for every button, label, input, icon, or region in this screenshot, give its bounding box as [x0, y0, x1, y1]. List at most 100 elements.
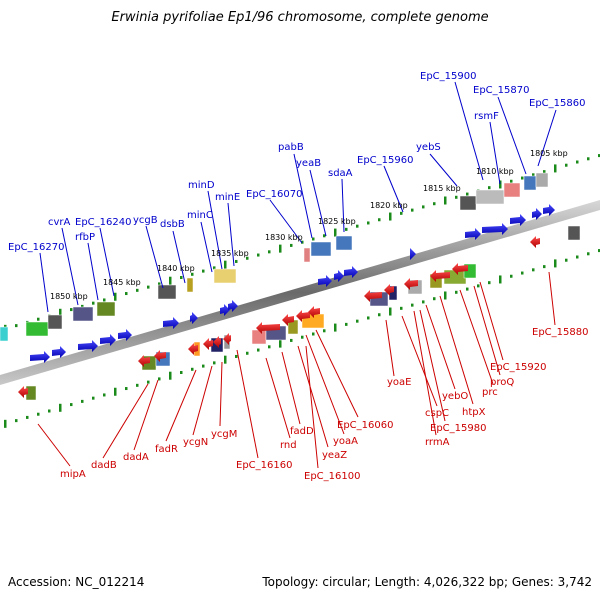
gene-label-prc: prc — [482, 387, 498, 398]
tick-mark — [301, 335, 304, 339]
reverse-arrow-icon — [282, 314, 294, 326]
accession-text: Accession: NC_012214 — [8, 575, 145, 589]
reverse-arrow-icon — [223, 333, 231, 345]
tick-mark — [202, 364, 205, 368]
leader-line — [385, 319, 395, 377]
tick-mark — [521, 271, 524, 275]
tick-mark — [565, 163, 568, 167]
forward-arrow-icon — [410, 248, 416, 260]
leader-line — [459, 289, 494, 385]
leader-line — [192, 365, 213, 436]
leader-line — [61, 227, 79, 306]
forward-arrow-icon — [190, 312, 198, 324]
gene-label-ycgN: ycgN — [183, 437, 208, 448]
tick-mark — [587, 157, 590, 161]
gene-label-EpC_15980: EpC_15980 — [430, 423, 486, 434]
tick-mark — [367, 316, 370, 320]
gene-label-EpC_16070: EpC_16070 — [246, 189, 302, 200]
tick-mark — [378, 313, 381, 317]
tick-mark — [81, 304, 84, 308]
tick-mark — [15, 419, 18, 423]
feature-box — [72, 306, 94, 322]
gene-arrows — [18, 204, 555, 398]
tick-mark — [180, 276, 183, 279]
tick-mark — [246, 256, 249, 260]
tick-mark — [422, 300, 425, 304]
reverse-arrow-icon — [296, 310, 310, 322]
tick-mark — [191, 367, 194, 371]
tick-mark — [70, 308, 73, 312]
reverse-arrow-icon — [203, 338, 213, 350]
gene-label-fadD: fadD — [290, 426, 314, 437]
gene-label-EpC_15960: EpC_15960 — [357, 155, 413, 166]
tick-label-1830: 1830 kbp — [265, 233, 303, 242]
leader-line — [305, 334, 345, 435]
gene-label-EpC_16270: EpC_16270 — [8, 242, 64, 253]
tick-mark — [554, 259, 557, 268]
tick-mark — [323, 234, 326, 238]
feature-box — [0, 326, 9, 342]
tick-mark — [499, 180, 502, 189]
tick-mark — [246, 351, 249, 355]
leader-line — [429, 153, 458, 187]
forward-arrow-icon — [163, 317, 179, 329]
tick-mark — [400, 211, 403, 215]
tick-mark — [180, 371, 183, 374]
gene-label-EpC_16240: EpC_16240 — [75, 217, 131, 228]
forward-arrow-icon — [100, 334, 116, 346]
tick-mark — [37, 317, 40, 321]
gene-label-proQ: proQ — [490, 377, 514, 388]
reverse-arrow-icon — [404, 278, 418, 290]
leader-line — [548, 271, 556, 326]
leader-line — [479, 281, 504, 361]
gene-label-rfbP: rfbP — [75, 232, 95, 243]
tick-mark — [81, 399, 84, 403]
feature-box — [251, 329, 267, 345]
tick-label-1850: 1850 kbp — [50, 292, 88, 301]
gene-label-yeaZ: yeaZ — [322, 450, 347, 461]
feature-box — [310, 241, 332, 257]
tick-mark — [301, 240, 304, 244]
tick-mark — [499, 275, 502, 284]
forward-arrow-icon — [30, 351, 50, 363]
leader-line — [419, 309, 446, 422]
tick-mark — [455, 195, 458, 199]
feature-box — [213, 268, 237, 284]
tick-label-1805: 1805 kbp — [530, 149, 568, 158]
leader-line — [305, 345, 319, 469]
feature-box — [567, 225, 581, 241]
leader-line — [383, 165, 404, 213]
reverse-arrow-icon — [138, 355, 150, 367]
gene-label-yoaE: yoaE — [387, 377, 411, 388]
genome-summary-text: Topology: circular; Length: 4,026,322 bp… — [262, 575, 592, 589]
tick-mark — [488, 281, 491, 285]
tick-mark — [345, 227, 348, 231]
leader-line — [133, 379, 159, 451]
leader-line — [497, 96, 527, 175]
reverse-arrow-icon — [452, 263, 468, 275]
forward-arrow-icon — [344, 266, 358, 278]
gene-label-rsmF: rsmF — [474, 111, 499, 122]
forward-arrow-icon — [318, 275, 332, 287]
feature-box — [535, 172, 549, 188]
tick-mark — [114, 387, 117, 396]
leader-line — [281, 351, 301, 425]
tick-label-1840: 1840 kbp — [157, 264, 195, 273]
tick-mark — [158, 377, 161, 381]
tick-mark — [411, 208, 414, 212]
tick-mark — [279, 339, 282, 348]
leader-line — [489, 121, 501, 185]
reverse-arrow-icon — [530, 236, 540, 248]
feature-box — [25, 321, 49, 337]
leader-line — [315, 329, 359, 418]
tick-mark — [92, 396, 95, 400]
gene-label-cspC: cspC — [425, 408, 449, 419]
gene-label-yeaB: yeaB — [296, 158, 321, 169]
map-title: Erwinia pyrifoliae Ep1/96 chromosome, co… — [111, 10, 489, 25]
gene-label-ycgB: ycgB — [133, 215, 158, 226]
tick-mark — [202, 269, 205, 273]
tick-mark — [147, 285, 150, 289]
leader-lines — [37, 81, 557, 469]
reverse-arrow-icon — [364, 290, 382, 302]
